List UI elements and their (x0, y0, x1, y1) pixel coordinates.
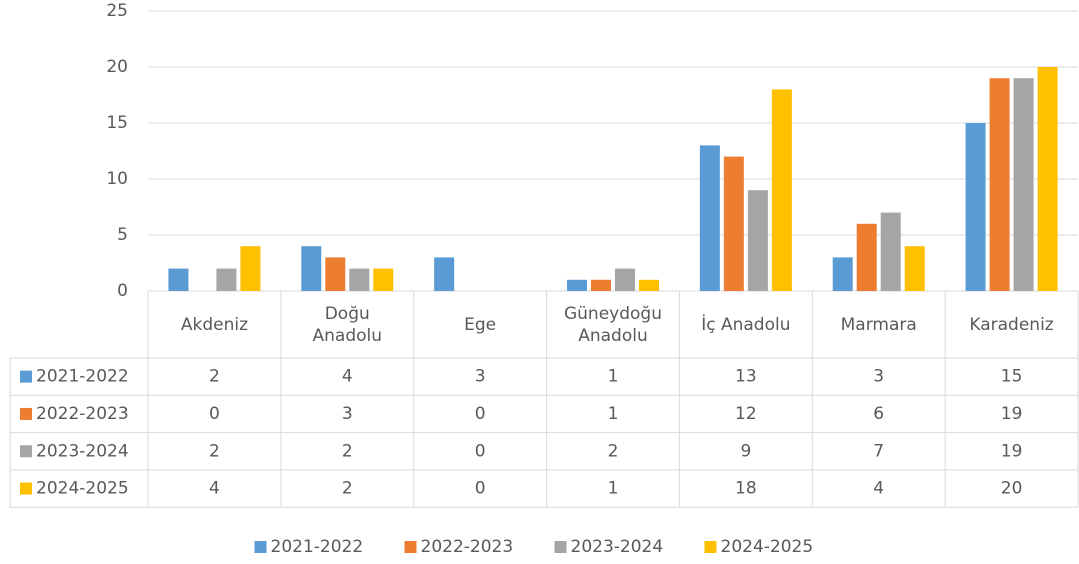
table-legend-key (20, 445, 32, 458)
table-value: 0 (475, 441, 486, 461)
table-value: 1 (608, 367, 619, 387)
bar (325, 257, 346, 291)
category-label: Güneydoğu Anadolu (563, 303, 662, 346)
bar (349, 268, 370, 291)
y-tick-label: 5 (117, 225, 128, 245)
table-value: 2 (342, 441, 353, 461)
table-value: 4 (873, 479, 884, 499)
bar (240, 246, 261, 291)
table-value: 12 (735, 404, 757, 424)
bar (856, 223, 877, 291)
bar (434, 257, 455, 291)
table-value: 9 (740, 441, 751, 461)
legend-label: 2022-2023 (421, 537, 514, 557)
table-value: 6 (873, 404, 884, 424)
table-value: 2 (209, 367, 220, 387)
category-label: İç Anadolu (701, 314, 791, 335)
legend-key (554, 541, 567, 553)
table-value: 13 (735, 367, 757, 387)
y-tick-label: 0 (117, 281, 128, 301)
table-series-label: 2023-2024 (36, 441, 129, 461)
legend-key (254, 541, 267, 553)
table-value: 18 (735, 479, 757, 499)
legend-key (704, 541, 717, 553)
legend-key (404, 541, 417, 553)
y-tick-label: 25 (106, 1, 128, 21)
table-legend-key (20, 370, 32, 383)
table-value: 1 (608, 404, 619, 424)
table-value: 4 (342, 367, 353, 387)
bar (567, 279, 587, 291)
table-value: 20 (1001, 479, 1023, 499)
table-series-label: 2022-2023 (36, 404, 129, 424)
table-value: 4 (209, 479, 220, 499)
bar (216, 268, 237, 291)
table-value: 15 (1001, 367, 1023, 387)
bar (699, 145, 720, 291)
bar (904, 246, 925, 291)
table-value: 2 (209, 441, 220, 461)
table-value: 2 (342, 479, 353, 499)
table-value: 3 (873, 367, 884, 387)
bar (301, 246, 322, 291)
bar (771, 89, 792, 292)
bar (1013, 78, 1034, 291)
category-label: Marmara (840, 314, 917, 335)
table-series-label: 2021-2022 (36, 367, 129, 387)
table-legend-key (20, 482, 32, 495)
y-tick-label: 10 (106, 169, 128, 189)
category-label: Karadeniz (969, 314, 1054, 335)
bar (832, 257, 853, 291)
bar (615, 268, 635, 291)
table-value: 0 (475, 404, 486, 424)
table-value: 2 (608, 441, 619, 461)
bar (965, 123, 986, 291)
bar (373, 268, 394, 291)
legend-label: 2024-2025 (721, 537, 814, 557)
bar (723, 156, 744, 291)
table-value: 0 (209, 404, 220, 424)
bar (880, 212, 901, 291)
table-value: 7 (873, 441, 884, 461)
table-value: 1 (608, 479, 619, 499)
table-value: 3 (475, 367, 486, 387)
table-value: 19 (1001, 441, 1023, 461)
bar (747, 190, 768, 291)
y-tick-label: 20 (106, 57, 128, 77)
category-label: Akdeniz (180, 314, 248, 335)
bar (1037, 67, 1058, 291)
table-legend-key (20, 407, 32, 420)
y-tick-label: 15 (106, 113, 128, 133)
table-value: 3 (342, 404, 353, 424)
bar (989, 78, 1010, 291)
bar (591, 279, 611, 291)
table-value: 0 (475, 479, 486, 499)
table-value: 19 (1001, 404, 1023, 424)
legend-label: 2023-2024 (571, 537, 664, 557)
table-series-label: 2024-2025 (36, 479, 129, 499)
category-label: Doğu Anadolu (312, 303, 383, 346)
bar (168, 268, 189, 291)
bar (639, 279, 659, 291)
legend-label: 2021-2022 (271, 537, 364, 557)
category-label: Ege (464, 314, 497, 335)
